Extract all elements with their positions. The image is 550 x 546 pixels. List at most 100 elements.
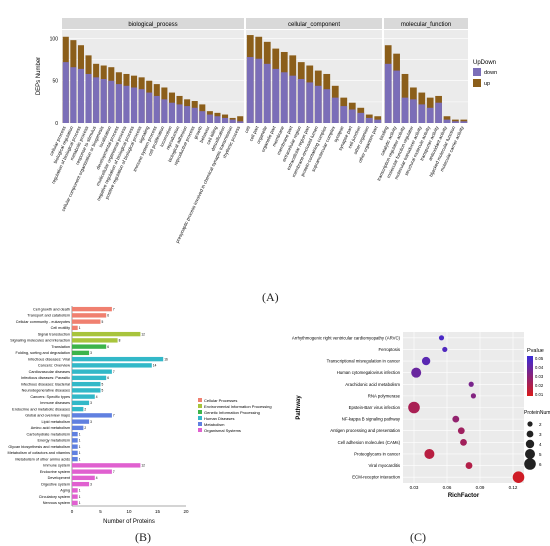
bar-down-0-8 bbox=[123, 85, 130, 123]
y-tick-label-2: 100 bbox=[50, 36, 59, 42]
legend-label-3: Human Diseases bbox=[204, 416, 234, 421]
y-tick-label-9: Cancers: Overview bbox=[38, 364, 70, 368]
y-tick-label-11: Infectious diseases: Parasitic bbox=[21, 376, 70, 380]
y-tick-label-6: Epstein-Barr virus infection bbox=[349, 405, 401, 410]
point-12 bbox=[512, 471, 525, 483]
value-label-15: 3 bbox=[90, 401, 92, 405]
bar-down-0-22 bbox=[229, 119, 236, 123]
bar-down-2-9 bbox=[460, 121, 468, 123]
point-11 bbox=[465, 462, 473, 469]
value-label-18: 3 bbox=[90, 420, 92, 424]
legend-label-1: Environmental Information Processing bbox=[204, 404, 272, 409]
legend-label-up: up bbox=[484, 81, 490, 87]
x-axis-label: RichFactor bbox=[448, 493, 480, 499]
y-tick-label-18: Lipid metabolism bbox=[42, 420, 71, 424]
bar-down-0-20 bbox=[214, 116, 221, 123]
y-tick-label-2: Cellular community - eukaryotes bbox=[16, 320, 70, 324]
bar-up-0-23 bbox=[237, 116, 244, 123]
size-legend-label-3: 5 bbox=[539, 452, 542, 457]
bar-down-1-12 bbox=[348, 109, 356, 123]
y-tick-label-21: Energy metabolism bbox=[38, 439, 71, 443]
facet-label-2: molecular_function bbox=[401, 22, 451, 28]
y-tick-label-3: Human cytomegalovirus infection bbox=[337, 370, 401, 375]
bar-down-2-4 bbox=[418, 104, 426, 123]
y-tick-label-6: Translation bbox=[51, 345, 70, 349]
panel-label-c: (C) bbox=[410, 530, 426, 544]
bar-down-0-17 bbox=[191, 107, 198, 123]
bar-29 bbox=[72, 488, 78, 493]
y-tick-label-28: Digestive system bbox=[41, 482, 70, 486]
bar-down-1-5 bbox=[289, 75, 297, 123]
bar-26 bbox=[72, 469, 112, 474]
pvalue-tick-4: 0.01 bbox=[535, 392, 544, 397]
bar-20 bbox=[72, 431, 78, 437]
value-label-6: 6 bbox=[107, 345, 109, 349]
legend-label-5: Organismal Systems bbox=[204, 428, 241, 433]
value-label-31: 1 bbox=[79, 501, 81, 505]
bar-down-0-23 bbox=[237, 121, 244, 123]
point-6 bbox=[408, 401, 420, 414]
bar-down-1-7 bbox=[306, 82, 314, 123]
y-tick-label-7: NF-kappa B signaling pathway bbox=[342, 417, 401, 422]
value-label-13: 5 bbox=[102, 389, 104, 393]
bar-down-2-8 bbox=[452, 121, 459, 123]
size-legend-label-1: 3 bbox=[539, 432, 542, 437]
bar-12 bbox=[72, 381, 101, 387]
bar-down-1-13 bbox=[357, 112, 365, 123]
bar-19 bbox=[72, 425, 84, 431]
x-tick-label-1-11: synapse bbox=[333, 125, 345, 143]
y-tick-label-23: Metabolism of cofactors and vitamins bbox=[8, 451, 71, 455]
facet-label-1: cellular_component bbox=[288, 22, 340, 28]
legend-label-4: Metabolism bbox=[204, 422, 225, 427]
y-tick-label-5: RNA polymerase bbox=[368, 393, 401, 398]
y-tick-label-2: Transcriptional misregulation in cancer bbox=[327, 359, 401, 364]
bar-down-0-1 bbox=[70, 67, 77, 123]
bar-down-0-12 bbox=[153, 95, 160, 123]
legend-swatch-0 bbox=[198, 398, 202, 402]
legend-label-0: Cellular Processes bbox=[204, 398, 237, 403]
y-tick-label-9: Cell adhesion molecules (CAMs) bbox=[338, 440, 401, 445]
bar-1 bbox=[72, 313, 107, 318]
bar-16 bbox=[72, 406, 84, 412]
y-tick-label-26: Endocrine system bbox=[40, 470, 70, 474]
y-tick-label-16: Endocrine and metabolic diseases bbox=[12, 407, 70, 411]
x-tick-label-0: 0.03 bbox=[410, 485, 419, 490]
y-tick-label-0: Cell growth and death bbox=[33, 307, 70, 311]
size-legend-dot-4 bbox=[524, 458, 536, 470]
point-5 bbox=[470, 393, 476, 399]
size-legend-dot-2 bbox=[525, 439, 535, 449]
panel-c-enrichment-bubble-chart: Arrhythmogenic right ventricular cardiom… bbox=[292, 332, 550, 499]
value-label-21: 1 bbox=[79, 439, 81, 443]
bar-15 bbox=[72, 400, 90, 406]
bar-down-0-18 bbox=[199, 111, 206, 123]
y-tick-label-31: Nervous system bbox=[43, 501, 70, 505]
bar-down-0-10 bbox=[138, 89, 145, 123]
bar-10 bbox=[72, 369, 112, 374]
bar-6 bbox=[72, 344, 107, 349]
y-axis-label: Pathway bbox=[296, 395, 302, 420]
size-legend-title: ProteinNumber bbox=[524, 410, 550, 416]
y-tick-label-0: 0 bbox=[55, 121, 58, 127]
pvalue-gradient bbox=[527, 356, 533, 396]
x-tick-label-1: 0.06 bbox=[443, 485, 452, 490]
x-tick-label-3: 0.12 bbox=[509, 485, 518, 490]
bar-9 bbox=[72, 363, 152, 368]
bar-down-0-4 bbox=[93, 77, 100, 123]
bar-17 bbox=[72, 413, 112, 418]
bar-3 bbox=[72, 325, 78, 331]
bar-7 bbox=[72, 350, 90, 356]
value-label-5: 8 bbox=[119, 339, 121, 343]
bar-30 bbox=[72, 494, 78, 499]
point-8 bbox=[457, 427, 465, 435]
x-tick-label-2: 10 bbox=[126, 509, 132, 514]
y-axis-label: DEPs Number bbox=[36, 57, 42, 95]
value-label-14: 4 bbox=[96, 395, 98, 399]
legend-label-2: Genetic Information Processing bbox=[204, 410, 260, 415]
bar-down-0-2 bbox=[77, 68, 84, 123]
point-1 bbox=[442, 346, 448, 353]
panel-label-b: (B) bbox=[135, 530, 151, 544]
y-tick-label-7: Folding, sorting and degradation bbox=[16, 351, 70, 355]
bar-31 bbox=[72, 500, 78, 506]
bar-21 bbox=[72, 438, 78, 443]
